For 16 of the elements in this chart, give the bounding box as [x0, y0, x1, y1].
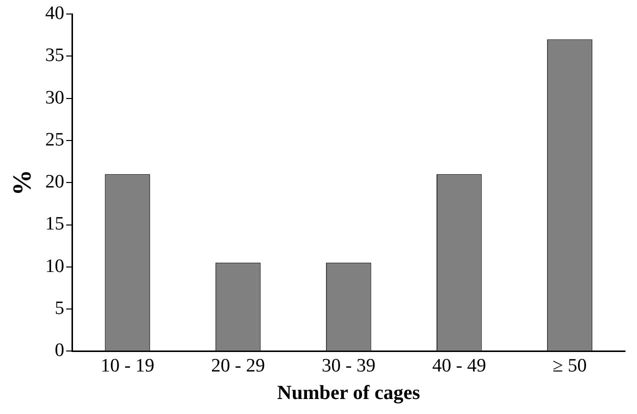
- y-tick-label: 15: [45, 214, 64, 235]
- x-tick-label: 30 - 39: [322, 356, 376, 377]
- y-axis-title: %: [7, 170, 36, 196]
- y-tick-label: 20: [45, 172, 64, 193]
- x-tick-label: 10 - 19: [100, 356, 154, 377]
- y-tick-label: 25: [45, 129, 64, 150]
- y-tick-label: 30: [45, 87, 64, 108]
- x-tick-label: ≥ 50: [552, 356, 587, 377]
- x-tick-label: 20 - 29: [211, 356, 265, 377]
- y-tick-label: 35: [45, 45, 64, 66]
- y-tick-label: 40: [45, 2, 64, 24]
- y-tick-label: 10: [45, 256, 64, 277]
- x-axis-title: Number of cages: [277, 382, 420, 404]
- y-tick-label: 5: [54, 298, 64, 320]
- x-tick-label: 40 - 49: [432, 356, 486, 377]
- y-tick-label: 0: [54, 340, 64, 362]
